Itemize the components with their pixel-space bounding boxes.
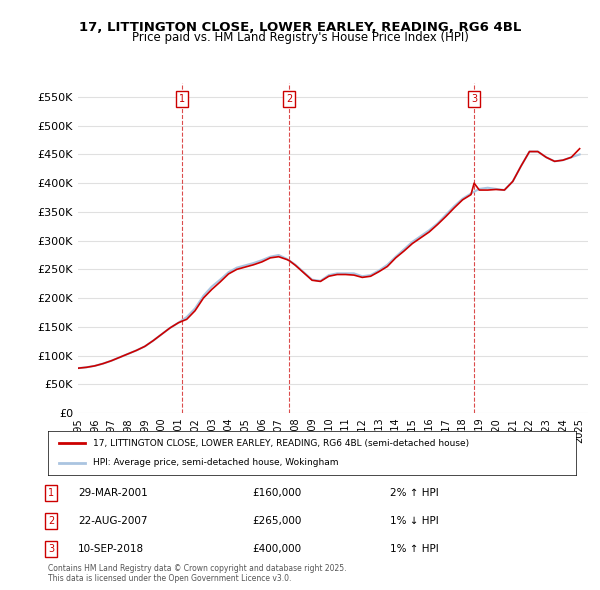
Text: 2: 2 <box>286 94 292 104</box>
Text: HPI: Average price, semi-detached house, Wokingham: HPI: Average price, semi-detached house,… <box>93 458 338 467</box>
Text: 22-AUG-2007: 22-AUG-2007 <box>78 516 148 526</box>
Text: 17, LITTINGTON CLOSE, LOWER EARLEY, READING, RG6 4BL (semi-detached house): 17, LITTINGTON CLOSE, LOWER EARLEY, READ… <box>93 438 469 448</box>
Text: 3: 3 <box>48 545 54 554</box>
Text: 1% ↑ HPI: 1% ↑ HPI <box>390 545 439 554</box>
Text: 1: 1 <box>48 488 54 497</box>
Text: £265,000: £265,000 <box>252 516 301 526</box>
Text: £400,000: £400,000 <box>252 545 301 554</box>
Text: 17, LITTINGTON CLOSE, LOWER EARLEY, READING, RG6 4BL: 17, LITTINGTON CLOSE, LOWER EARLEY, READ… <box>79 21 521 34</box>
Text: 2: 2 <box>48 516 54 526</box>
Text: Price paid vs. HM Land Registry's House Price Index (HPI): Price paid vs. HM Land Registry's House … <box>131 31 469 44</box>
Text: Contains HM Land Registry data © Crown copyright and database right 2025.
This d: Contains HM Land Registry data © Crown c… <box>48 563 347 583</box>
Text: 29-MAR-2001: 29-MAR-2001 <box>78 488 148 497</box>
Text: 2% ↑ HPI: 2% ↑ HPI <box>390 488 439 497</box>
Text: 3: 3 <box>471 94 477 104</box>
Text: £160,000: £160,000 <box>252 488 301 497</box>
Text: 10-SEP-2018: 10-SEP-2018 <box>78 545 144 554</box>
Text: 1% ↓ HPI: 1% ↓ HPI <box>390 516 439 526</box>
Text: 1: 1 <box>179 94 185 104</box>
